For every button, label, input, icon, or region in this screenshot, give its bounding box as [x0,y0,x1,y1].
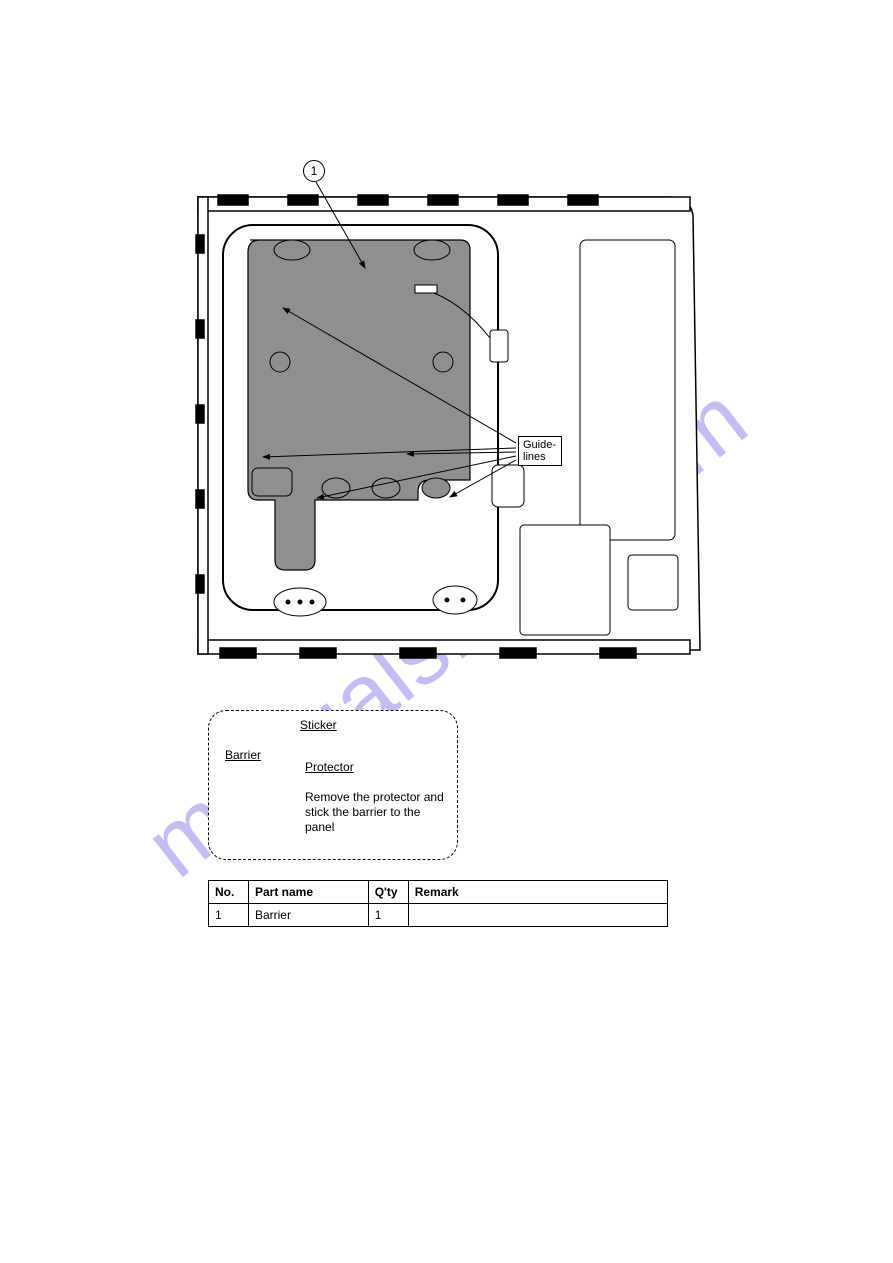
detail-instruction-line2: stick the barrier to the [305,805,420,819]
cell-no: 1 [209,904,249,927]
detail-inset-box [208,710,458,860]
label-sticker: Sticker [300,718,337,732]
cell-qty: 1 [368,904,408,927]
cell-remark [408,904,667,927]
table-row: 1 Barrier 1 [209,904,668,927]
detail-instruction-line3: panel [305,820,334,834]
page-root: manualshive.com [0,0,893,1263]
detail-instruction-line1: Remove the protector and [305,790,444,804]
guidelines-label-line2: lines [523,451,546,463]
col-partname: Part name [248,881,368,904]
guidelines-label: Guide- lines [518,436,562,466]
col-remark: Remark [408,881,667,904]
cell-partname: Barrier [248,904,368,927]
col-qty: Q'ty [368,881,408,904]
col-no: No. [209,881,249,904]
callout-1: 1 [303,160,325,182]
label-barrier: Barrier [225,748,261,762]
guidelines-label-line1: Guide- [523,439,556,451]
technical-diagram [0,0,893,1263]
table-header-row: No. Part name Q'ty Remark [209,881,668,904]
label-protector: Protector [305,760,354,774]
detail-instruction: Remove the protector and stick the barri… [305,790,455,835]
parts-table: No. Part name Q'ty Remark 1 Barrier 1 [208,880,668,927]
